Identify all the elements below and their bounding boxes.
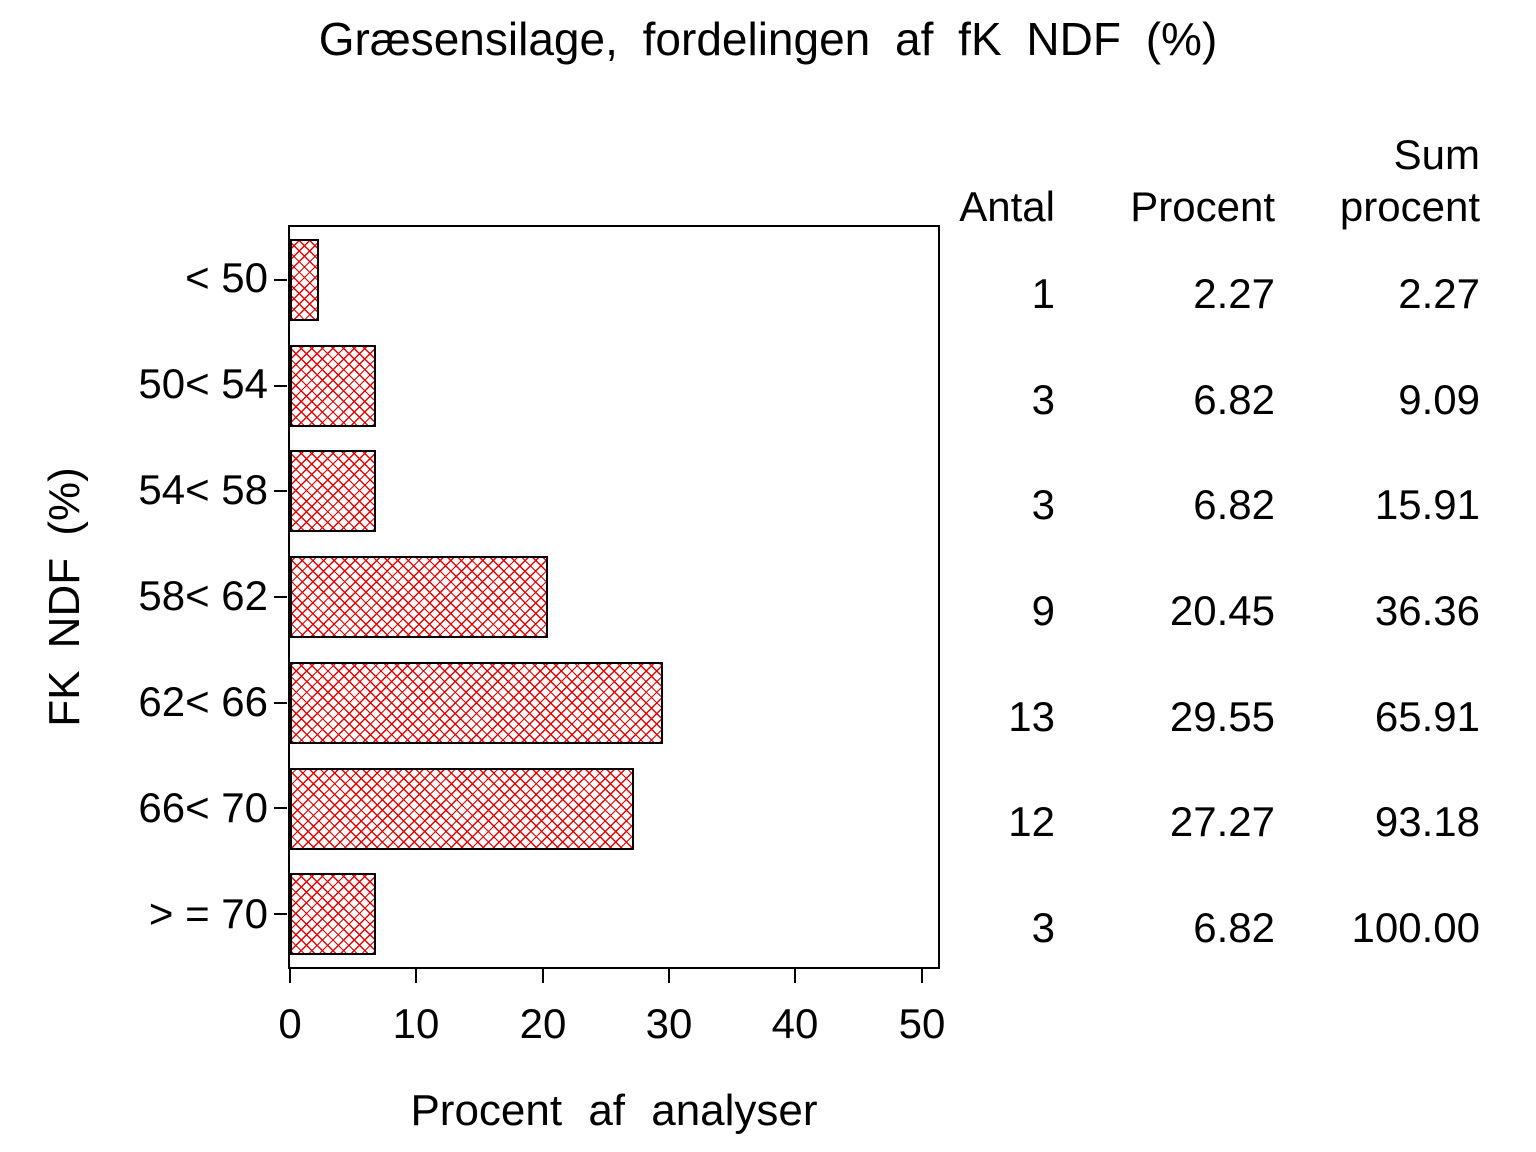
x-tick-label-20: 20 bbox=[519, 1000, 567, 1047]
category-label-50-54: 50< 54 bbox=[138, 360, 268, 407]
y-axis-tick bbox=[274, 490, 287, 492]
y-axis-tick bbox=[274, 807, 287, 809]
category-label-58-62: 58< 62 bbox=[138, 572, 268, 619]
x-axis-tick bbox=[668, 969, 670, 983]
bar-58-62 bbox=[290, 556, 549, 638]
x-tick-label-30: 30 bbox=[645, 1000, 693, 1047]
table-cell-antal: 12 bbox=[1008, 798, 1055, 845]
table-cell-sum-procent: 2.27 bbox=[1398, 270, 1480, 317]
bar-ge-70 bbox=[290, 873, 377, 955]
table-cell-procent: 27.27 bbox=[1169, 798, 1275, 845]
x-axis-title: Procent af analyser bbox=[410, 1086, 818, 1135]
x-tick-label-0: 0 bbox=[278, 1000, 302, 1047]
x-tick-label-10: 10 bbox=[392, 1000, 440, 1047]
x-axis-tick bbox=[921, 969, 923, 983]
category-label-66-70: 66< 70 bbox=[138, 784, 268, 831]
table-cell-procent: 6.82 bbox=[1193, 904, 1275, 951]
bar-lt-50 bbox=[290, 239, 319, 321]
table-cell-procent: 6.82 bbox=[1193, 481, 1275, 528]
table-cell-sum-procent: 15.91 bbox=[1374, 481, 1480, 528]
table-cell-sum-procent: 100.00 bbox=[1351, 904, 1480, 951]
table-cell-sum-procent: 9.09 bbox=[1398, 376, 1480, 423]
bar-50-54 bbox=[290, 345, 377, 427]
table-cell-sum-procent: 65.91 bbox=[1374, 693, 1480, 740]
table-cell-procent: 6.82 bbox=[1193, 376, 1275, 423]
table-cell-antal: 1 bbox=[1031, 270, 1055, 317]
table-cell-antal: 3 bbox=[1031, 904, 1055, 951]
bar-62-66 bbox=[290, 662, 664, 744]
y-axis-tick bbox=[274, 913, 287, 915]
table-cell-procent: 2.27 bbox=[1193, 270, 1275, 317]
table-cell-antal: 3 bbox=[1031, 376, 1055, 423]
chart-title: Græsensilage, fordelingen af fK NDF (%) bbox=[318, 13, 1218, 65]
x-axis-tick bbox=[794, 969, 796, 983]
x-axis-tick bbox=[542, 969, 544, 983]
table-cell-sum-procent: 93.18 bbox=[1374, 798, 1480, 845]
table-header-sum-line2: procent bbox=[1339, 183, 1480, 230]
y-axis-tick bbox=[274, 596, 287, 598]
table-cell-antal: 9 bbox=[1031, 587, 1055, 634]
x-tick-label-50: 50 bbox=[898, 1000, 946, 1047]
table-cell-antal: 13 bbox=[1008, 693, 1055, 740]
table-header-sum-line1: Sum bbox=[1393, 131, 1480, 178]
bar-54-58 bbox=[290, 450, 377, 532]
category-label-ge-70: > = 70 bbox=[148, 890, 268, 937]
x-axis-tick bbox=[415, 969, 417, 983]
y-axis-tick bbox=[274, 279, 287, 281]
y-axis-tick bbox=[274, 702, 287, 704]
category-label-lt-50: < 50 bbox=[185, 254, 268, 301]
table-header-antal: Antal bbox=[959, 183, 1055, 230]
table-cell-antal: 3 bbox=[1031, 481, 1055, 528]
bar-66-70 bbox=[290, 768, 635, 850]
plot-area bbox=[288, 225, 940, 969]
category-label-62-66: 62< 66 bbox=[138, 678, 268, 725]
x-axis-tick bbox=[289, 969, 291, 983]
table-cell-procent: 29.55 bbox=[1169, 693, 1275, 740]
y-axis-tick bbox=[274, 385, 287, 387]
table-header-procent: Procent bbox=[1130, 183, 1275, 230]
x-tick-label-40: 40 bbox=[771, 1000, 819, 1047]
category-label-54-58: 54< 58 bbox=[138, 466, 268, 513]
table-cell-procent: 20.45 bbox=[1169, 587, 1275, 634]
table-cell-sum-procent: 36.36 bbox=[1374, 587, 1480, 634]
